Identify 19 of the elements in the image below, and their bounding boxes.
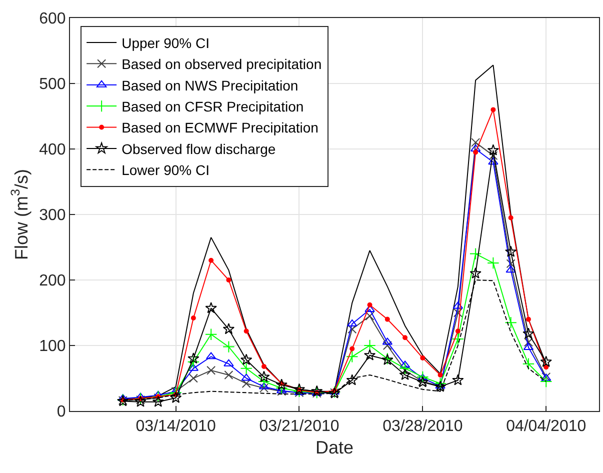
y-tick-label: 0 (56, 404, 66, 421)
legend-label: Lower 90% CI (122, 162, 210, 178)
y-tick-label: 400 (39, 142, 66, 159)
x-tick-label: 03/28/2010 (382, 418, 463, 436)
y-tick-label: 500 (39, 76, 66, 94)
legend-label: Observed flow discharge (122, 140, 276, 157)
legend-label: Based on NWS Precipitation (122, 77, 298, 94)
x-tick-label: 04/04/2010 (506, 418, 586, 436)
y-tick-label: 200 (39, 272, 66, 290)
x-tick-label: 03/14/2010 (136, 418, 216, 436)
legend-label: Based on observed precipitation (122, 56, 322, 72)
legend-label: Upper 90% CI (122, 34, 210, 51)
y-tick-label: 100 (39, 338, 66, 356)
y-tick-label: 300 (39, 207, 66, 224)
x-tick-label: 03/21/2010 (259, 418, 340, 436)
legend-label: Based on ECMWF Precipitation (122, 120, 318, 136)
legend-label: Based on CFSR Precipitation (122, 98, 304, 115)
x-axis-title: Date (315, 437, 354, 458)
y-tick-label: 600 (39, 10, 66, 28)
